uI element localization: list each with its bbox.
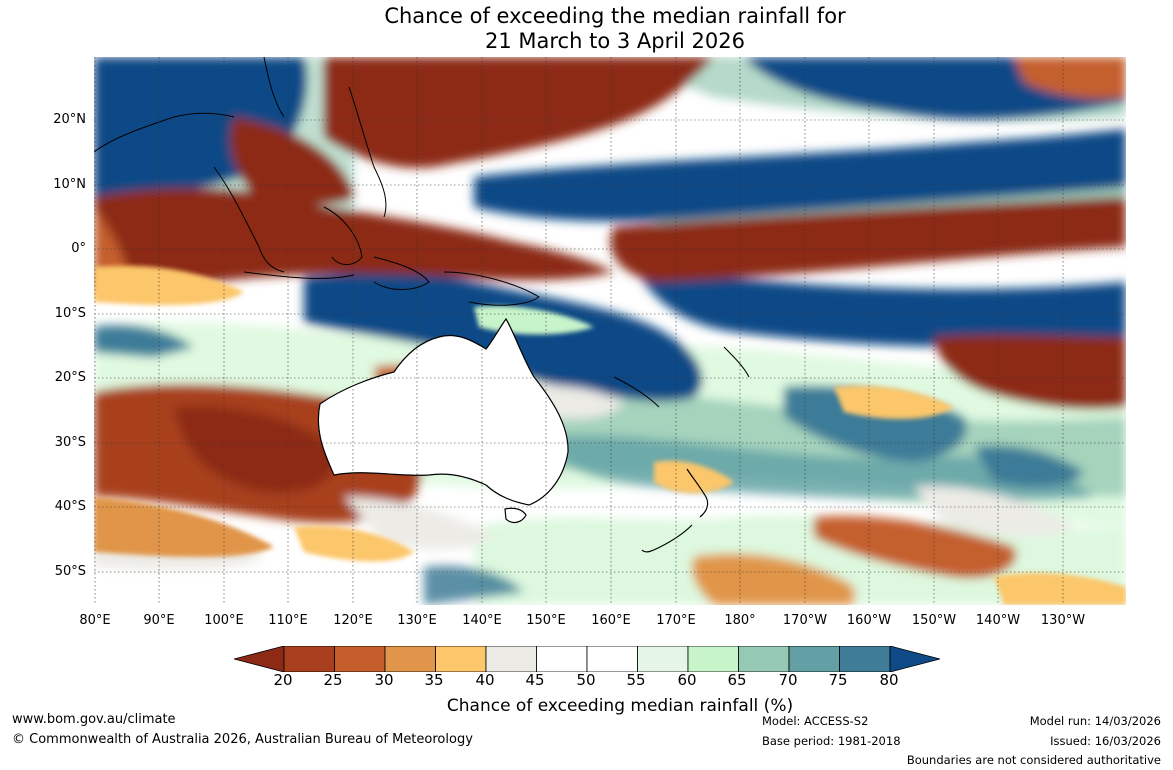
colorbar-segment [637, 646, 689, 672]
lon-label-180: 180° [724, 613, 756, 628]
colorbar-tick-75: 75 [828, 671, 848, 689]
colorbar-tick-35: 35 [424, 671, 444, 689]
colorbar-tick-30: 30 [374, 671, 394, 689]
lat-label-10s: 10°S [54, 306, 86, 321]
lon-label-140w: 140°W [975, 613, 1021, 628]
colorbar-label: Chance of exceeding median rainfall (%) [446, 696, 794, 716]
probability-field-detail [94, 265, 1126, 605]
lon-label-170e: 170°E [656, 613, 696, 628]
colorbar-segment [586, 646, 638, 672]
colorbar-tick-50: 50 [576, 671, 596, 689]
colorbar-tick-55: 55 [626, 671, 646, 689]
lat-label-30s: 30°S [54, 435, 86, 450]
lat-label-50s: 50°S [54, 564, 86, 579]
lon-label-160w: 160°W [846, 613, 892, 628]
colorbar-tick-65: 65 [727, 671, 747, 689]
lon-label-140e: 140°E [462, 613, 502, 628]
lon-label-120e: 120°E [333, 613, 373, 628]
colorbar-segment [536, 646, 588, 672]
map-title-line-2: 21 March to 3 April 2026 [485, 29, 745, 53]
colorbar-segment [283, 646, 335, 672]
graticule [94, 57, 1126, 605]
lon-label-150e: 150°E [526, 613, 566, 628]
website-link[interactable]: www.bom.gov.au/climate [12, 712, 176, 727]
lon-label-100e: 100°E [204, 613, 244, 628]
colorbar-segment [485, 646, 537, 672]
colorbar-segment [788, 646, 840, 672]
lat-label-20n: 20°N [53, 112, 86, 127]
lon-label-130w: 130°W [1040, 613, 1086, 628]
rainfall-map [94, 57, 1126, 605]
map-title: Chance of exceeding the median rainfall … [0, 4, 1173, 54]
colorbar-tick-20: 20 [273, 671, 293, 689]
colorbar-tick-25: 25 [323, 671, 343, 689]
colorbar-segment [738, 646, 790, 672]
colorbar-segment [687, 646, 739, 672]
lon-label-160e: 160°E [591, 613, 631, 628]
copyright-text: © Commonwealth of Australia 2026, Austra… [12, 732, 473, 747]
colorbar-segment [334, 646, 386, 672]
rainfall-map-canvas [94, 57, 1126, 605]
colorbar [234, 646, 940, 672]
lon-label-130e: 130°E [397, 613, 437, 628]
lat-label-10n: 10°N [53, 177, 86, 192]
colorbar-tick-60: 60 [677, 671, 697, 689]
lat-label-40s: 40°S [54, 499, 86, 514]
model-run-text: Model run: 14/03/2026 [1029, 714, 1161, 728]
colorbar-tick-70: 70 [778, 671, 798, 689]
issued-text: Issued: 16/03/2026 [1050, 734, 1161, 748]
colorbar-segment [435, 646, 487, 672]
lat-label-0: 0° [71, 241, 86, 256]
colorbar-segment [839, 646, 891, 672]
australia-outline [317, 317, 569, 524]
colorbar-tick-45: 45 [525, 671, 545, 689]
lat-label-20s: 20°S [54, 370, 86, 385]
colorbar-extend-low [234, 646, 285, 672]
colorbar-segment [384, 646, 436, 672]
lon-label-110e: 110°E [268, 613, 308, 628]
colorbar-extend-high [889, 646, 940, 672]
lon-label-150w: 150°W [911, 613, 957, 628]
base-period-text: Base period: 1981-2018 [762, 734, 901, 748]
colorbar-tick-80: 80 [879, 671, 899, 689]
map-title-line-1: Chance of exceeding the median rainfall … [384, 4, 846, 28]
lon-label-170w: 170°W [782, 613, 828, 628]
lon-label-80e: 80°E [79, 613, 111, 628]
disclaimer-text: Boundaries are not considered authoritat… [906, 753, 1161, 767]
colorbar-tick-40: 40 [475, 671, 495, 689]
coastline-outlines [94, 57, 750, 408]
new-zealand-outline [641, 468, 709, 553]
model-text: Model: ACCESS-S2 [762, 714, 869, 728]
lon-label-90e: 90°E [143, 613, 175, 628]
